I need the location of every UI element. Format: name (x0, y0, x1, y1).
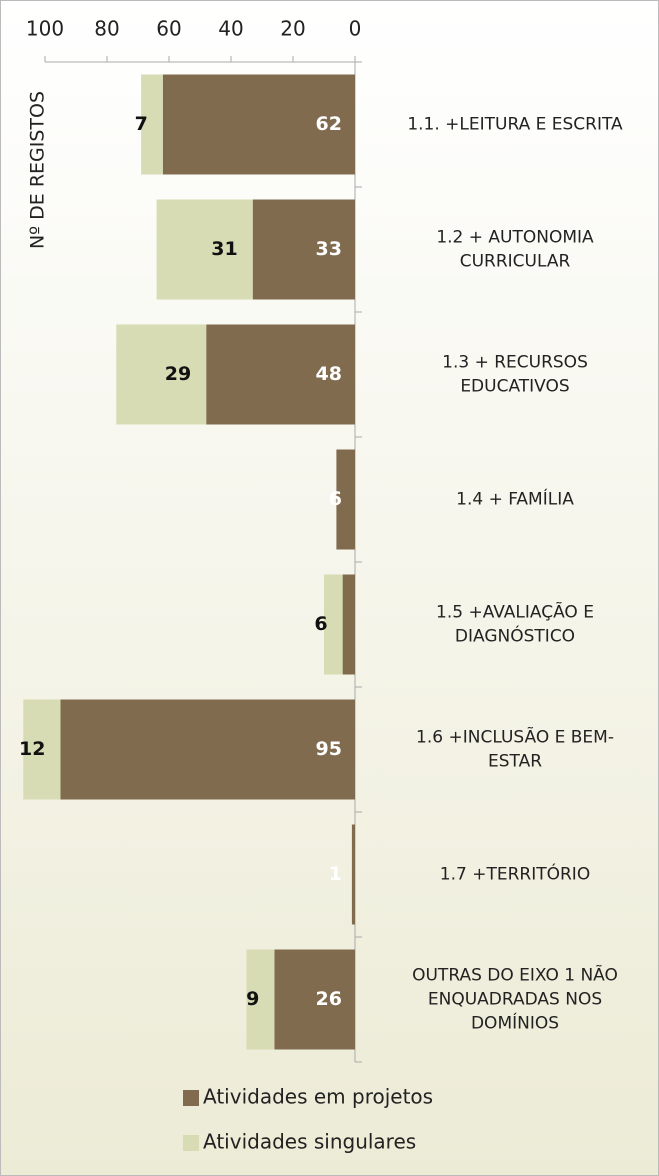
legend-swatch (183, 1135, 199, 1151)
value-label: 7 (135, 113, 148, 135)
bar (246, 949, 275, 1050)
value-label: 6 (329, 488, 342, 510)
category-label: 1.6 +INCLUSÃO E BEM-ESTAR (416, 726, 614, 772)
x-tick-label: 20 (280, 17, 305, 41)
bar (141, 74, 163, 175)
x-tick-label: 100 (26, 17, 64, 41)
bar (206, 324, 355, 425)
bar (342, 574, 355, 675)
value-label: 33 (316, 238, 342, 260)
bar (162, 74, 355, 175)
category-label: 1.3 + RECURSOS EDUCATIVOS (442, 353, 588, 397)
value-label: 9 (246, 988, 259, 1010)
bar (116, 324, 207, 425)
category-label: OUTRAS DO EIXO 1 NÃO ENQUADRADAS NOS DOMÍN… (412, 964, 618, 1034)
category-label: 1.4 + FAMÍLIA (456, 488, 574, 510)
bar (156, 199, 253, 300)
category-label: 1.1. +LEITURA E ESCRITA (407, 115, 623, 135)
x-tick-label: 40 (218, 17, 243, 41)
bar (60, 699, 355, 800)
category-label: 1.5 +AVALIAÇÃO E DIAGNÓSTICO (436, 601, 594, 647)
value-label: 12 (19, 738, 45, 760)
x-tick-label: 60 (156, 17, 181, 41)
category-label: 1.2 + AUTONOMIA CURRICULAR (436, 228, 594, 272)
value-label: 1 (329, 863, 342, 885)
value-label: 31 (211, 238, 237, 260)
bar (23, 699, 61, 800)
bar (351, 824, 355, 925)
bar (274, 949, 355, 1050)
x-tick-label: 80 (94, 17, 119, 41)
legend-swatch (183, 1090, 199, 1106)
bar (252, 199, 355, 300)
value-label: 26 (316, 988, 342, 1010)
bar (336, 449, 355, 550)
x-tick-label: 0 (349, 17, 362, 41)
value-label: 48 (316, 363, 342, 385)
value-label: 95 (316, 738, 342, 760)
value-label: 6 (314, 613, 327, 635)
bar (324, 574, 343, 675)
legend-label: Atividades em projetos (203, 1085, 433, 1109)
value-label: 29 (165, 363, 191, 385)
category-label: 1.7 +TERRITÓRIO (440, 863, 590, 885)
value-label: 62 (316, 113, 342, 135)
legend-label: Atividades singulares (203, 1130, 416, 1154)
y-axis-label: Nº DE REGISTOS (27, 91, 49, 249)
